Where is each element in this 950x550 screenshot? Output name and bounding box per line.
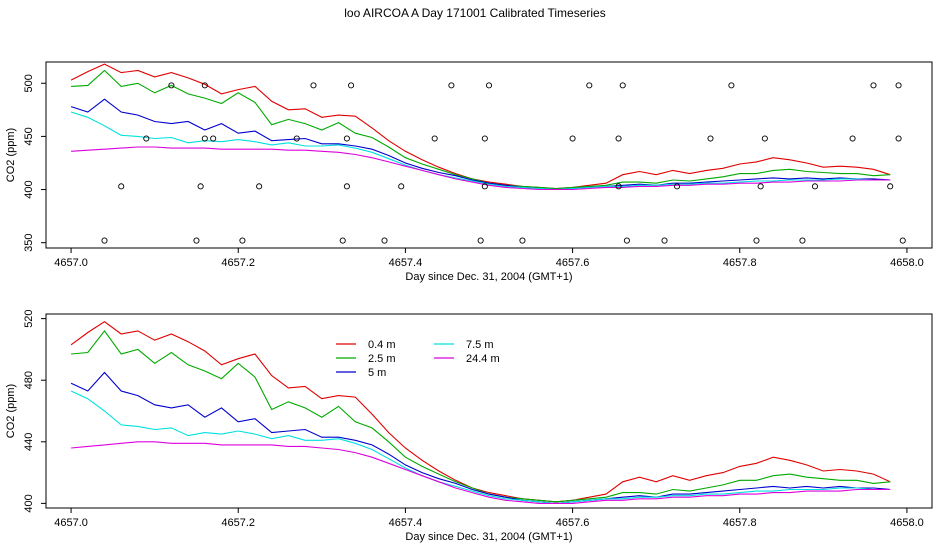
- data-point: [661, 237, 668, 244]
- x-tick-label: 4657.0: [54, 257, 88, 269]
- legend-label: 5 m: [368, 367, 386, 379]
- data-point: [481, 135, 488, 142]
- legend: 0.4 m 2.5 m 5 m 7.5 m 24.4 m: [336, 339, 500, 379]
- x-tick-label: 4657.2: [221, 517, 255, 529]
- x-axis-top: 4657.0 4657.2 4657.4 4657.6 4657.8 4658.0: [54, 247, 924, 269]
- legend-label: 7.5 m: [466, 339, 494, 351]
- chart-panel-top: 4657.0 4657.2 4657.4 4657.6 4657.8 4658.0 350…: [5, 61, 933, 283]
- x-tick-label: 4658.0: [890, 257, 924, 269]
- data-point: [799, 237, 806, 244]
- data-point: [339, 237, 346, 244]
- data-point: [197, 183, 204, 190]
- series-line-7-5-m: [70, 390, 891, 504]
- x-tick-label: 4657.0: [54, 517, 88, 529]
- data-point: [761, 135, 768, 142]
- data-point: [398, 183, 405, 190]
- x-tick-label: 4657.4: [389, 517, 423, 529]
- data-point: [481, 183, 488, 190]
- y-tick-label: 400: [23, 494, 35, 512]
- data-point: [849, 135, 856, 142]
- legend-label: 2.5 m: [368, 353, 396, 365]
- data-point: [753, 237, 760, 244]
- data-point: [256, 183, 263, 190]
- data-point: [210, 135, 217, 142]
- data-point: [168, 82, 175, 89]
- data-point: [101, 237, 108, 244]
- data-point: [895, 82, 902, 89]
- data-point: [485, 82, 493, 89]
- x-tick-label: 4657.6: [556, 257, 590, 269]
- data-point: [707, 135, 714, 142]
- y-axis-top: 350 400 450 500: [23, 74, 47, 252]
- legend-label: 0.4 m: [368, 339, 396, 351]
- data-point: [870, 82, 877, 89]
- legend-label: 24.4 m: [466, 353, 500, 365]
- data-point: [193, 237, 200, 244]
- data-point: [895, 135, 902, 142]
- x-tick-label: 4657.2: [221, 257, 255, 269]
- data-point: [348, 82, 355, 89]
- series-line-5-m: [70, 98, 891, 191]
- data-point: [615, 135, 622, 142]
- series-line-24-4-m: [71, 441, 891, 504]
- series-line-5-m: [70, 371, 891, 504]
- data-point: [293, 135, 300, 142]
- data-point: [201, 135, 208, 142]
- series-line-24-4-m: [71, 146, 891, 191]
- data-point: [448, 82, 455, 89]
- y-tick-label: 450: [23, 127, 35, 145]
- data-point: [674, 183, 681, 190]
- data-point: [586, 82, 593, 89]
- data-point: [310, 82, 317, 89]
- y-axis-bottom: 400 440 480 520: [23, 309, 47, 513]
- series-line-2-5-m: [71, 329, 891, 503]
- x-tick-label: 4658.0: [890, 517, 924, 529]
- points-group-top: [101, 82, 906, 244]
- x-tick-label: 4657.8: [723, 257, 757, 269]
- x-axis-label-top: Day since Dec. 31, 2004 (GMT+1): [405, 271, 572, 283]
- data-point: [343, 183, 350, 190]
- data-point: [728, 82, 735, 89]
- series-group-top: [70, 63, 891, 191]
- x-axis-bottom: 4657.0 4657.2 4657.4 4657.6 4657.8 4658.0: [54, 507, 924, 529]
- plot-frame-top: [45, 61, 933, 249]
- series-line-2-5-m: [71, 69, 891, 190]
- data-point: [615, 183, 622, 190]
- data-point: [623, 237, 630, 244]
- x-tick-label: 4657.4: [389, 257, 423, 269]
- chart-panel-bottom: 4657.0 4657.2 4657.4 4657.6 4657.8 4658.0 400…: [5, 309, 933, 543]
- data-point: [381, 237, 388, 244]
- y-tick-label: 400: [23, 180, 35, 198]
- y-axis-label-bottom: CO2 (ppm): [5, 384, 17, 438]
- data-point: [569, 135, 576, 142]
- y-tick-label: 350: [23, 234, 35, 252]
- data-point: [887, 183, 894, 190]
- x-tick-label: 4657.6: [556, 517, 590, 529]
- data-point: [239, 237, 246, 244]
- y-tick-label: 440: [23, 433, 35, 451]
- data-point: [201, 82, 208, 89]
- data-point: [143, 135, 150, 142]
- y-tick-label: 520: [23, 309, 35, 327]
- data-point: [431, 135, 438, 142]
- series-line-0-4-m: [70, 63, 891, 190]
- data-point: [519, 237, 526, 244]
- data-point: [343, 135, 350, 142]
- x-axis-label-bottom: Day since Dec. 31, 2004 (GMT+1): [405, 531, 572, 543]
- series-line-7-5-m: [70, 111, 891, 191]
- data-point: [619, 82, 626, 89]
- data-point: [118, 183, 125, 190]
- y-tick-label: 500: [23, 74, 35, 92]
- data-point: [477, 237, 484, 244]
- series-line-0-4-m: [70, 321, 891, 503]
- page-title: loo AIRCOA A Day 171001 Calibrated Times…: [344, 6, 606, 20]
- x-tick-label: 4657.8: [723, 517, 757, 529]
- data-point: [757, 183, 764, 190]
- data-point: [899, 237, 906, 244]
- series-group-bottom: [70, 321, 891, 504]
- y-tick-label: 480: [23, 371, 35, 389]
- data-point: [811, 183, 819, 190]
- y-axis-label-top: CO2 (ppm): [5, 128, 17, 182]
